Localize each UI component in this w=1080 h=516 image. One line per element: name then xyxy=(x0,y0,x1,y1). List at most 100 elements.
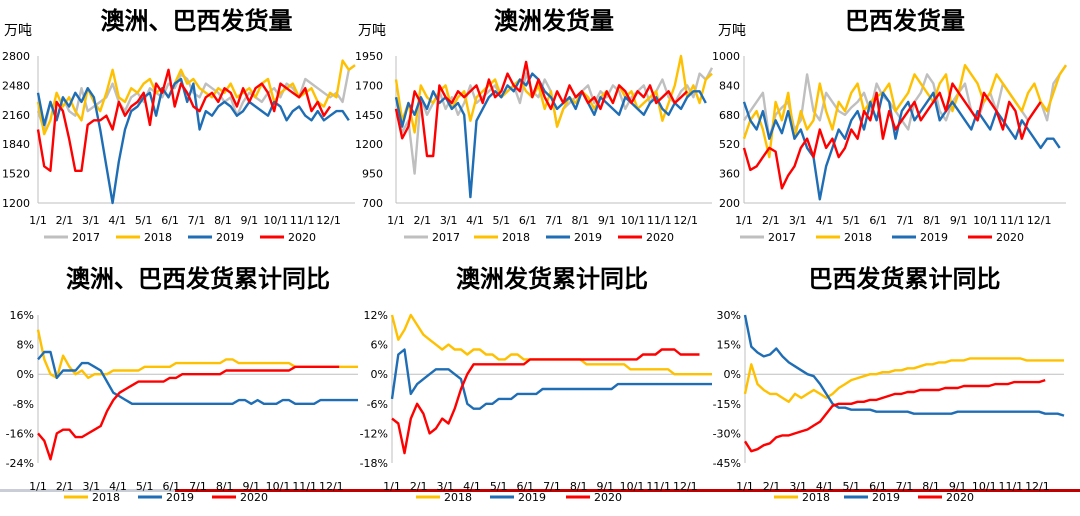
x-tick-label: 4/1 xyxy=(816,214,834,227)
x-tick-label: 9/1 xyxy=(949,480,967,493)
x-tick-label: 3/1 xyxy=(82,480,100,493)
x-tick-label: 10/1 xyxy=(266,480,291,493)
legend-label-2020: 2020 xyxy=(946,491,974,504)
x-tick-label: 6/1 xyxy=(869,214,887,227)
y-tick-label: 1950 xyxy=(355,50,383,63)
y-tick-label: 360 xyxy=(719,168,740,181)
legend-label-2018: 2018 xyxy=(92,491,120,504)
series-line-2017 xyxy=(394,67,714,175)
x-tick-label: 7/1 xyxy=(189,480,207,493)
y-tick-label: 1700 xyxy=(355,79,383,92)
legend-label-2020: 2020 xyxy=(646,231,674,244)
series-line-2019 xyxy=(742,91,1061,201)
y-tick-label: -45% xyxy=(713,457,741,470)
chart-panel-6: 巴西发货累计同比 -45% -30% -15% 0% 15% 30% 1/1 2/1 3/1 4/1… xyxy=(713,265,1065,504)
legend-label-2018: 2018 xyxy=(844,231,872,244)
chart-panel-5: 澳洲发货累计同比 -18% -12% -6% 0% 6% 12% 1/1 2/1 3/1 4/1 5/… xyxy=(360,265,712,504)
x-tick-label: 7/1 xyxy=(896,480,914,493)
y-tick-label: -8% xyxy=(13,398,34,411)
legend-label-2018: 2018 xyxy=(802,491,830,504)
x-tick-label: 4/1 xyxy=(816,480,834,493)
legend-label-2017: 2017 xyxy=(432,231,460,244)
x-tick-label: 10/1 xyxy=(263,214,288,227)
x-tick-label: 6/1 xyxy=(516,480,534,493)
x-tick-label: 10/1 xyxy=(621,214,646,227)
series-line-2017 xyxy=(36,64,356,131)
legend-label-2018: 2018 xyxy=(144,231,172,244)
unit-label: 万吨 xyxy=(358,23,386,39)
x-tick-label: 3/1 xyxy=(436,480,454,493)
chart-title: 澳洲发货量 xyxy=(494,7,614,35)
y-tick-label: 200 xyxy=(719,197,740,210)
series-line-2020 xyxy=(37,365,340,461)
legend-label-2020: 2020 xyxy=(996,231,1024,244)
series-line-2018 xyxy=(743,357,1064,403)
x-tick-label: 11/1 xyxy=(646,480,671,493)
series-line-2019 xyxy=(743,314,1065,417)
x-tick-label: 2/1 xyxy=(762,214,780,227)
series-line-2019 xyxy=(37,350,358,405)
x-tick-label: 1/1 xyxy=(29,214,47,227)
y-tick-label: 1200 xyxy=(2,197,30,210)
x-tick-label: 5/1 xyxy=(492,214,510,227)
x-tick-label: 2/1 xyxy=(763,480,781,493)
x-tick-label: 9/1 xyxy=(242,480,260,493)
x-tick-label: 9/1 xyxy=(596,480,614,493)
chart-title: 澳洲发货累计同比 xyxy=(456,265,648,293)
y-tick-label: -15% xyxy=(713,398,741,411)
series-line-2018 xyxy=(36,329,358,380)
x-tick-label: 5/1 xyxy=(490,480,508,493)
x-tick-label: 8/1 xyxy=(923,214,941,227)
x-tick-label: 1/1 xyxy=(735,214,753,227)
legend-label-2020: 2020 xyxy=(594,491,622,504)
x-tick-label: 12/1 xyxy=(673,480,698,493)
y-tick-label: 1000 xyxy=(712,50,740,63)
x-tick-label: 9/1 xyxy=(950,214,968,227)
y-tick-label: -30% xyxy=(713,427,741,440)
y-tick-label: 2480 xyxy=(2,79,30,92)
y-tick-label: -18% xyxy=(360,457,388,470)
x-tick-label: 10/1 xyxy=(620,480,645,493)
x-tick-label: 3/1 xyxy=(440,214,458,227)
y-tick-label: -6% xyxy=(367,398,388,411)
y-tick-label: -12% xyxy=(360,427,388,440)
legend-label-2019: 2019 xyxy=(872,491,900,504)
chart-panel-4: 澳洲、巴西发货累计同比 -24% -16% -8% 0% 8% 16% 1/1 2/1 3/1 4/… xyxy=(6,265,358,504)
series-line-2020 xyxy=(743,378,1046,453)
series-line-2020 xyxy=(742,82,1042,190)
legend-label-2018: 2018 xyxy=(444,491,472,504)
y-tick-label: 8% xyxy=(17,339,34,352)
y-tick-label: 16% xyxy=(10,309,34,322)
y-tick-label: 2160 xyxy=(2,109,30,122)
x-tick-label: 1/1 xyxy=(383,480,401,493)
unit-label: 万吨 xyxy=(4,23,32,39)
legend-label-2019: 2019 xyxy=(216,231,244,244)
chart-title: 巴西发货累计同比 xyxy=(809,265,1001,293)
x-tick-label: 6/1 xyxy=(869,480,887,493)
x-tick-label: 8/1 xyxy=(214,214,232,227)
x-tick-label: 11/1 xyxy=(998,480,1023,493)
series-line-2019 xyxy=(390,348,712,410)
y-tick-label: 1450 xyxy=(355,109,383,122)
x-tick-label: 12/1 xyxy=(319,480,344,493)
x-tick-label: 12/1 xyxy=(1025,480,1050,493)
x-tick-label: 4/1 xyxy=(108,214,126,227)
x-tick-label: 4/1 xyxy=(109,480,127,493)
legend-label-2017: 2017 xyxy=(768,231,796,244)
x-tick-label: 3/1 xyxy=(789,480,807,493)
x-tick-label: 11/1 xyxy=(290,214,315,227)
x-tick-label: 7/1 xyxy=(188,214,206,227)
x-tick-label: 2/1 xyxy=(56,480,74,493)
legend-label-2017: 2017 xyxy=(72,231,100,244)
series-line-2020 xyxy=(394,60,689,158)
legend-label-2020: 2020 xyxy=(288,231,316,244)
y-tick-label: 2800 xyxy=(2,50,30,63)
x-tick-label: 1/1 xyxy=(29,480,47,493)
y-tick-label: 6% xyxy=(371,339,388,352)
x-tick-label: 6/1 xyxy=(162,480,180,493)
x-tick-label: 11/1 xyxy=(1000,214,1025,227)
